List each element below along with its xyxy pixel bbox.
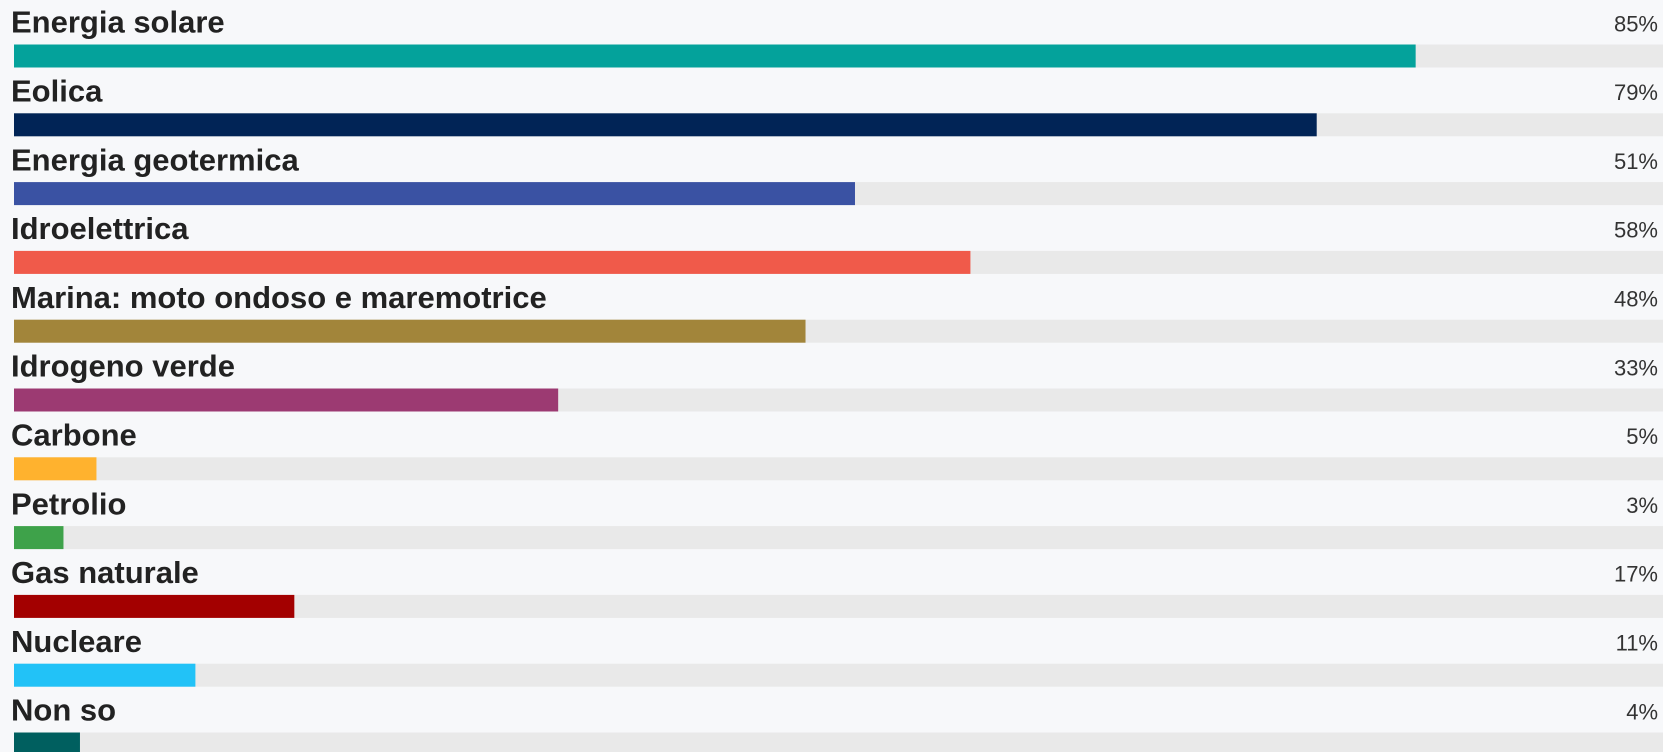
bar-track — [14, 526, 1663, 550]
option-label: Idrogeno verde — [11, 349, 235, 384]
bar — [14, 663, 196, 687]
bar — [14, 44, 1416, 68]
percent-label: 79% — [1614, 80, 1658, 105]
option-label: Marina: moto ondoso e maremotrice — [11, 280, 547, 315]
bar — [14, 732, 80, 752]
option-label: Energia solare — [11, 5, 225, 40]
bar — [14, 388, 559, 412]
percent-label: 58% — [1614, 218, 1658, 243]
bar — [14, 457, 97, 481]
option-label: Carbone — [11, 417, 137, 452]
bar — [14, 250, 971, 274]
option-label: Gas naturale — [11, 555, 199, 590]
bar — [14, 182, 855, 206]
bar — [14, 113, 1317, 137]
percent-label: 48% — [1614, 287, 1658, 312]
percent-label: 85% — [1614, 11, 1658, 36]
bar-track — [14, 457, 1663, 481]
percent-label: 17% — [1614, 562, 1658, 587]
option-label: Non so — [11, 693, 116, 728]
option-label: Idroelettrica — [11, 211, 189, 246]
bar — [14, 594, 295, 618]
option-label: Nucleare — [11, 624, 142, 659]
option-label: Petrolio — [11, 486, 126, 521]
percent-label: 5% — [1626, 424, 1658, 449]
percent-label: 33% — [1614, 355, 1658, 380]
option-label: Energia geotermica — [11, 142, 299, 177]
bar — [14, 319, 806, 343]
option-label: Eolica — [11, 73, 103, 108]
bar-track — [14, 663, 1663, 687]
bar — [14, 526, 64, 550]
percent-label: 4% — [1626, 699, 1658, 724]
percent-label: 51% — [1614, 149, 1658, 174]
percent-label: 3% — [1626, 493, 1658, 518]
bar-track — [14, 732, 1663, 752]
bar-track — [14, 594, 1663, 618]
percent-label: 11% — [1616, 631, 1658, 656]
